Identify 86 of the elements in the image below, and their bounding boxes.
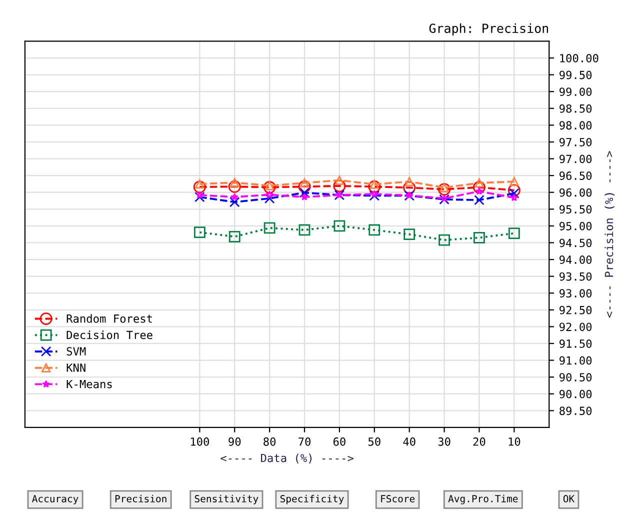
text: Specificity bbox=[280, 494, 344, 504]
y-tick-label: 99.00 bbox=[560, 88, 592, 96]
point bbox=[264, 222, 276, 234]
y-tick-label: 95.50 bbox=[560, 205, 592, 214]
point bbox=[194, 226, 206, 238]
y-tick-label: 93.50 bbox=[560, 272, 592, 281]
point bbox=[263, 181, 276, 194]
y-tick-label: 91.50 bbox=[560, 339, 592, 348]
point bbox=[193, 180, 206, 194]
y-tick-label: 99.50 bbox=[560, 70, 592, 80]
y-tick-label: 97.50 bbox=[560, 138, 592, 146]
point bbox=[370, 190, 378, 198]
point bbox=[195, 179, 204, 189]
x-tick-label: 20 bbox=[473, 437, 486, 446]
point bbox=[508, 184, 520, 197]
x-tick-label: 60 bbox=[333, 437, 346, 446]
legend-label: K-Means bbox=[66, 380, 112, 388]
text: Avg.Pro.Time bbox=[448, 494, 518, 504]
y-tick-label: 96.00 bbox=[560, 188, 592, 197]
y-tick-label: 94.50 bbox=[560, 238, 592, 248]
text: Precision bbox=[115, 494, 166, 502]
point bbox=[368, 180, 381, 193]
x-tick-label: 100 bbox=[190, 437, 209, 446]
point bbox=[474, 194, 484, 206]
point bbox=[368, 224, 380, 236]
y-tick-label: 90.50 bbox=[560, 373, 592, 382]
y-tick-label: 94.00 bbox=[560, 256, 592, 264]
x-tick-label: 10 bbox=[508, 437, 520, 446]
point bbox=[404, 177, 414, 186]
point bbox=[508, 228, 520, 240]
y-axis-title: <---- Precision (%) ----> bbox=[604, 151, 614, 318]
point bbox=[474, 232, 485, 244]
point bbox=[404, 228, 416, 240]
point bbox=[509, 188, 520, 198]
y-tick-label: 100.00 bbox=[560, 54, 598, 62]
point bbox=[334, 220, 346, 232]
y-tick-label: 91.00 bbox=[560, 356, 592, 365]
legend-label: SVM bbox=[66, 347, 86, 356]
point bbox=[300, 178, 310, 188]
legend-label: Random Forest bbox=[66, 314, 152, 323]
point bbox=[369, 190, 380, 201]
point bbox=[403, 181, 416, 194]
point bbox=[438, 234, 450, 246]
y-tick-label: 96.50 bbox=[560, 172, 592, 180]
x-tick-label: 80 bbox=[264, 437, 276, 446]
point bbox=[300, 193, 308, 200]
text: FScore bbox=[381, 495, 415, 502]
text: Sensitivity bbox=[194, 494, 258, 504]
x-axis-title: <---- Data (%) ----> bbox=[220, 454, 354, 464]
legend-label: Decision Tree bbox=[66, 330, 152, 340]
point bbox=[264, 181, 274, 190]
y-tick-label: 97.00 bbox=[560, 154, 592, 164]
point bbox=[196, 191, 204, 198]
text: Accuracy bbox=[32, 495, 78, 504]
y-tick-label: 98.50 bbox=[560, 104, 592, 113]
x-tick-label: 50 bbox=[368, 437, 380, 446]
point bbox=[228, 180, 241, 193]
point bbox=[229, 196, 240, 208]
point bbox=[228, 230, 240, 242]
point bbox=[439, 194, 450, 205]
point bbox=[333, 180, 346, 192]
legend-label: KNN bbox=[66, 364, 86, 372]
x-tick-label: 90 bbox=[228, 437, 241, 446]
point bbox=[474, 178, 484, 188]
text: OK bbox=[563, 495, 575, 502]
y-tick-label: 98.00 bbox=[560, 121, 592, 130]
chart-title: Graph: Precision bbox=[429, 23, 548, 36]
point bbox=[230, 193, 238, 200]
y-tick-label: 89.50 bbox=[560, 406, 592, 416]
x-tick-label: 40 bbox=[403, 437, 416, 446]
point bbox=[266, 190, 274, 198]
y-tick-label: 93.00 bbox=[560, 289, 592, 298]
point bbox=[298, 224, 310, 236]
point bbox=[298, 180, 311, 193]
point bbox=[438, 183, 451, 196]
point bbox=[510, 177, 519, 186]
y-tick-label: 92.50 bbox=[560, 306, 592, 314]
point bbox=[510, 194, 518, 202]
y-tick-label: 95.00 bbox=[560, 222, 592, 230]
y-tick-label: 90.00 bbox=[560, 390, 592, 398]
point bbox=[334, 176, 344, 185]
x-tick-label: 30 bbox=[438, 437, 450, 446]
y-tick-label: 92.00 bbox=[560, 322, 592, 332]
point bbox=[299, 188, 310, 198]
point bbox=[440, 194, 448, 202]
x-tick-label: 70 bbox=[298, 437, 310, 446]
